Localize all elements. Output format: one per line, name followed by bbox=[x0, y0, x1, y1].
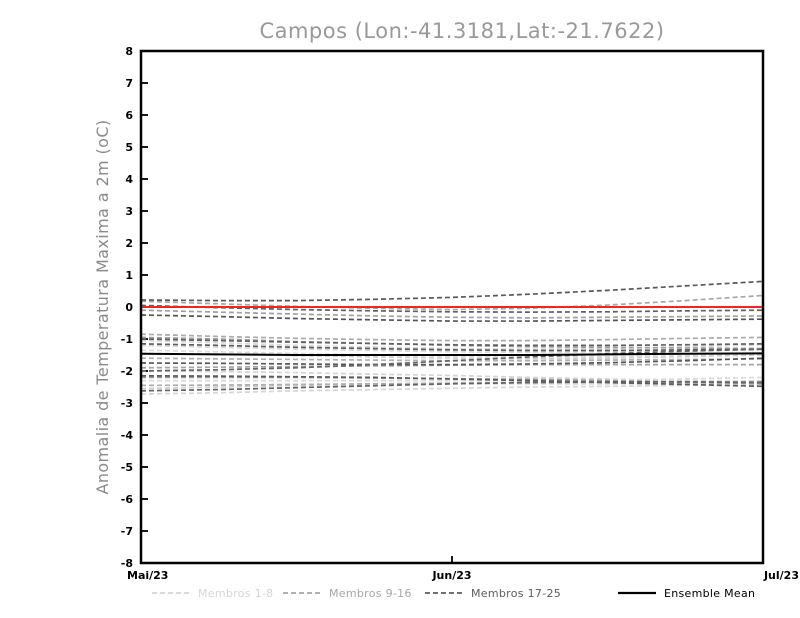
series-line bbox=[140, 363, 763, 369]
y-tick-label: -6 bbox=[121, 493, 134, 506]
chart-legend: Membros 1-8 Membros 9-16 Membros 17-25 Ense… bbox=[152, 587, 755, 600]
y-tick-label: 0 bbox=[125, 301, 133, 314]
ensemble-member-lines bbox=[140, 280, 764, 395]
page-title: Campos (Lon:-41.3181,Lat:-21.7622) bbox=[259, 19, 664, 43]
y-tick-label: 7 bbox=[125, 77, 133, 90]
y-axis-title-group: Anomalia de Temperatura Maxima a 2m (oC) bbox=[93, 119, 112, 494]
y-axis-label: Anomalia de Temperatura Maxima a 2m (oC) bbox=[93, 119, 112, 494]
series-line bbox=[140, 370, 764, 384]
x-tick-label: Jul/23 bbox=[763, 569, 799, 582]
series-line bbox=[140, 352, 764, 356]
x-tick-label: Mai/23 bbox=[127, 569, 168, 582]
plot-frame bbox=[139, 49, 765, 565]
y-tick-label: -7 bbox=[121, 525, 133, 538]
series-line bbox=[140, 333, 764, 342]
y-tick-label: 2 bbox=[125, 237, 133, 250]
y-tick-label: 6 bbox=[125, 109, 133, 122]
series-line bbox=[140, 383, 764, 395]
y-tick-label: -2 bbox=[121, 365, 133, 378]
y-tick-label: 4 bbox=[125, 173, 133, 186]
y-tick-label: 1 bbox=[125, 269, 133, 282]
y-tick-label: 5 bbox=[125, 141, 133, 154]
legend-label: Membros 9-16 bbox=[329, 587, 412, 600]
y-tick-label: -1 bbox=[121, 333, 133, 346]
legend-label: Ensemble Mean bbox=[664, 587, 755, 600]
series-line bbox=[140, 280, 764, 302]
y-tick-label: 8 bbox=[125, 45, 133, 58]
x-tick-label: Jun/23 bbox=[431, 569, 471, 582]
x-axis-ticks: Mai/23 Jun/23 Jul/23 bbox=[127, 556, 799, 582]
y-tick-label: -5 bbox=[121, 461, 133, 474]
y-tick-label: -8 bbox=[121, 557, 133, 570]
series-line bbox=[140, 338, 764, 347]
chart-title-group: Campos (Lon:-41.3181,Lat:-21.7622) bbox=[259, 19, 664, 43]
y-tick-label: -4 bbox=[121, 429, 134, 442]
legend-label: Membros 1-8 bbox=[198, 587, 273, 600]
y-tick-label: -3 bbox=[121, 397, 133, 410]
legend-label: Membros 17-25 bbox=[471, 587, 561, 600]
y-tick-label: 3 bbox=[125, 205, 133, 218]
